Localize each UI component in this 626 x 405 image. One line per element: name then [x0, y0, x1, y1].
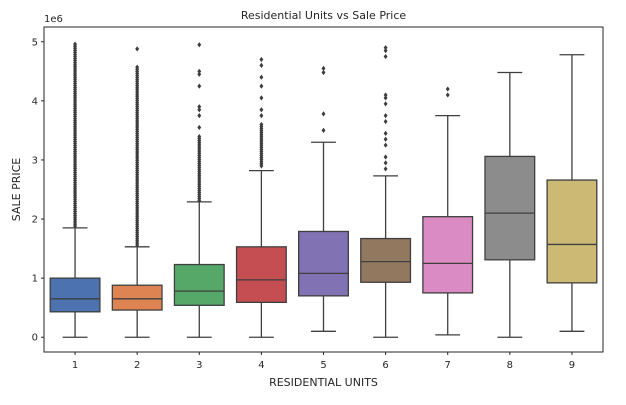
- box-4-outlier-extra-2: [259, 95, 264, 101]
- box-1-iqr: [49, 277, 101, 313]
- y-tick-label-3: 3: [32, 155, 38, 166]
- box-6-outlier-extra-12: [383, 48, 388, 54]
- x-tick-label-2: 2: [134, 360, 140, 371]
- box-5-outlier-extra-1: [321, 111, 326, 117]
- x-tick-label-7: 7: [445, 360, 451, 371]
- box-4-outlier-extra-0: [259, 113, 264, 119]
- x-tick-label-1: 1: [72, 360, 78, 371]
- box-3-iqr: [173, 263, 225, 306]
- box-6-outlier-extra-2: [383, 154, 388, 160]
- x-tick-label-5: 5: [320, 360, 326, 371]
- box-6-outlier-extra-8: [383, 101, 388, 107]
- box-3-outlier-extra-5: [197, 71, 202, 77]
- box-6-outlier-extra-7: [383, 113, 388, 119]
- y-axis-label: SALE PRICE: [10, 158, 23, 221]
- x-tick-label-9: 9: [569, 360, 575, 371]
- box-7-outlier-extra-1: [445, 86, 450, 92]
- box-5-iqr: [298, 230, 349, 297]
- box-7-iqr: [422, 216, 474, 294]
- plot-area: 0 1 2 3 4 5 1 2 3 4 5 6 7 8 9: [32, 37, 598, 371]
- box-3-outlier-extra-0: [197, 124, 202, 131]
- box-6-outlier-extra-11: [383, 53, 388, 60]
- box-4-outlier-extra-4: [259, 74, 264, 80]
- y-tick-label-2: 2: [32, 215, 38, 226]
- box-2-outlier-extra-0: [135, 46, 140, 52]
- box-3-outlier-extra-3: [197, 104, 202, 110]
- x-tick-label-3: 3: [196, 360, 202, 371]
- plot-frame: [43, 26, 604, 353]
- box-3-outlier-extra-6: [197, 68, 202, 74]
- box-5-outlier-extra-2: [321, 69, 326, 76]
- box-4-outlier-extra-5: [259, 62, 264, 69]
- box-2-iqr: [111, 284, 163, 311]
- box-6-outlier-extra-13: [383, 45, 388, 51]
- box-4-outlier-extra-1: [259, 107, 264, 113]
- box-1-outlier-88: [73, 41, 78, 47]
- x-tick-label-6: 6: [382, 360, 388, 371]
- chart-title: Residential Units vs Sale Price: [241, 9, 407, 22]
- box-2-outlier-86: [135, 64, 140, 70]
- x-tick-label-8: 8: [507, 360, 513, 371]
- box-3-outlier-extra-2: [197, 107, 202, 113]
- y-tick-label-4: 4: [32, 96, 38, 107]
- box-5-outlier-extra-3: [321, 65, 326, 71]
- box-6-outlier-extra-5: [383, 130, 388, 136]
- box-3-outlier-extra-1: [197, 113, 202, 119]
- box-6-outlier-extra-4: [383, 136, 388, 142]
- box-3-outlier-31: [197, 134, 202, 140]
- box-6-outlier-extra-0: [383, 166, 388, 172]
- y-tick-label-0: 0: [32, 333, 38, 344]
- y-tick-label-1: 1: [32, 274, 38, 285]
- box-4-outlier-extra-3: [259, 83, 264, 89]
- y-offset-label: 1e6: [44, 14, 63, 25]
- box-6-outlier-extra-3: [383, 142, 388, 148]
- box-9-iqr: [546, 179, 598, 284]
- box-6-iqr: [360, 237, 412, 283]
- box-7-outlier-extra-0: [445, 92, 450, 98]
- box-3-outlier-extra-4: [197, 83, 202, 89]
- x-tick-label-4: 4: [258, 360, 264, 371]
- x-axis-label: RESIDENTIAL UNITS: [269, 376, 378, 389]
- box-4-iqr: [235, 246, 287, 304]
- y-tick-label-5: 5: [32, 37, 38, 48]
- box-6-outlier-extra-1: [383, 160, 388, 166]
- box-3-outlier-extra-7: [197, 42, 202, 48]
- box-5-outlier-extra-0: [321, 127, 326, 134]
- box-8-iqr: [484, 155, 536, 261]
- box-6-outlier-extra-9: [383, 95, 388, 101]
- box-6-outlier-extra-10: [383, 92, 388, 98]
- box-4-outlier-20: [259, 121, 264, 128]
- box-4-outlier-extra-6: [259, 56, 264, 63]
- box-6-outlier-extra-6: [383, 118, 388, 125]
